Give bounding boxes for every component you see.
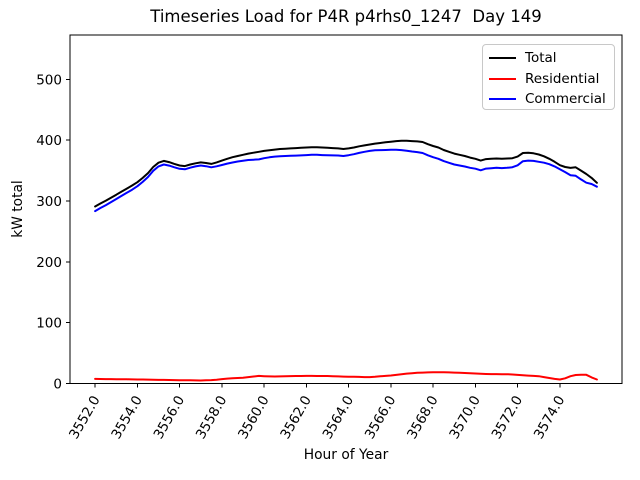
x-axis-label: Hour of Year — [303, 447, 389, 463]
x-tick-label: 3568.0 — [404, 393, 441, 442]
y-tick-label: 500 — [36, 72, 62, 88]
x-tick-label: 3558.0 — [193, 393, 230, 442]
series-line-residential — [94, 371, 598, 382]
x-tick-label: 3572.0 — [489, 393, 526, 442]
legend-item-label: Commercial — [525, 91, 606, 108]
y-tick-label: 400 — [36, 133, 62, 149]
series-line-total — [94, 139, 598, 208]
axes-border — [69, 34, 623, 384]
legend-item-label: Residential — [525, 70, 600, 87]
x-tick-label: 3554.0 — [108, 393, 145, 442]
y-tick-label: 0 — [53, 377, 62, 393]
legend-line-residential — [489, 77, 516, 80]
y-tick-label: 100 — [36, 316, 62, 332]
series-line-commercial — [94, 148, 598, 213]
x-tick-label: 3552.0 — [66, 393, 103, 442]
x-tick-label: 3570.0 — [446, 393, 483, 442]
y-tick-label: 200 — [36, 255, 62, 271]
legend-item-commercial: Commercial — [489, 89, 614, 110]
x-tick-label: 3574.0 — [531, 393, 568, 442]
legend-item-residential: Residential — [489, 69, 614, 90]
legend-line-commercial — [489, 98, 516, 101]
legend-item-total: Total — [489, 48, 614, 69]
legend-item-label: Total — [525, 50, 557, 67]
x-tick-label: 3566.0 — [362, 393, 399, 442]
chart-title: Timeseries Load for P4R p4rhs0_1247 Day … — [150, 7, 542, 26]
legend: Total Residential Commercial — [482, 44, 615, 110]
x-tick-label: 3564.0 — [320, 393, 357, 442]
y-tick-label: 300 — [36, 194, 62, 210]
x-tick-label: 3556.0 — [151, 393, 188, 442]
legend-line-total — [489, 57, 516, 60]
y-axis-label: kW total — [10, 180, 26, 238]
x-tick-label: 3562.0 — [277, 393, 314, 442]
x-tick-label: 3560.0 — [235, 393, 272, 442]
